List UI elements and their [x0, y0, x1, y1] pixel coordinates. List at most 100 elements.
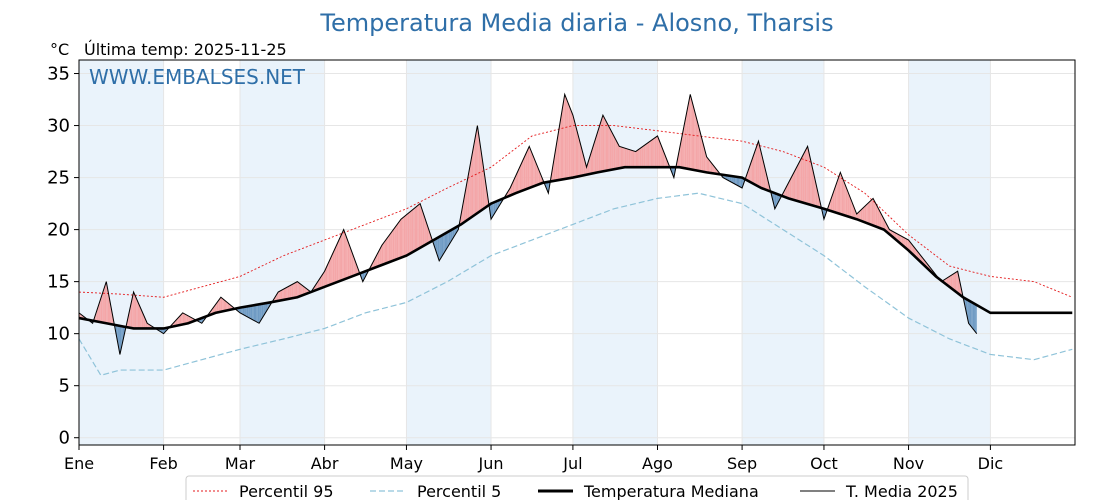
fill-above-median — [104, 281, 107, 324]
fill-above-median — [800, 156, 803, 203]
y-tick-label: 10 — [47, 324, 70, 345]
fill-above-median — [133, 292, 135, 329]
fill-above-median — [476, 125, 478, 214]
fill-above-median — [388, 234, 391, 263]
fill-above-median — [949, 275, 951, 288]
fill-above-median — [536, 163, 538, 186]
fill-above-median — [392, 228, 395, 261]
fill-above-median — [287, 286, 290, 300]
fill-above-median — [223, 299, 225, 312]
fill-above-median — [803, 151, 805, 204]
fill-below-median — [450, 229, 452, 243]
month-band-ene — [79, 60, 164, 445]
x-tick-label-oct: Oct — [810, 454, 838, 473]
fill-above-median — [858, 211, 860, 221]
fill-above-median — [188, 315, 190, 324]
fill-above-median — [534, 159, 537, 186]
fill-above-median — [630, 149, 632, 168]
fill-above-median — [469, 162, 471, 219]
fill-above-median — [406, 213, 408, 256]
x-tick-label-dic: Dic — [978, 454, 1004, 473]
fill-above-median — [802, 154, 804, 203]
fill-above-median — [387, 235, 389, 263]
fill-above-median — [519, 164, 522, 192]
fill-above-median — [409, 211, 411, 255]
fill-above-median — [420, 203, 422, 248]
watermark: WWW.EMBALSES.NET — [89, 65, 306, 89]
fill-above-median — [186, 315, 189, 324]
fill-below-median — [672, 167, 674, 178]
fill-above-median — [694, 109, 696, 171]
fill-below-median — [968, 300, 970, 325]
fill-above-median — [215, 302, 217, 313]
fill-above-median — [807, 146, 809, 205]
fill-above-median — [293, 283, 295, 299]
fill-above-median — [761, 152, 763, 189]
fill-above-median — [813, 170, 815, 206]
fill-below-median — [443, 233, 445, 255]
fill-above-median — [649, 140, 651, 168]
fill-above-median — [592, 145, 594, 174]
fill-above-median — [516, 170, 519, 193]
fill-below-median — [256, 304, 258, 323]
legend: Percentil 95 Percentil 5 Temperatura Med… — [185, 475, 969, 500]
fill-above-median — [179, 314, 182, 325]
fill-above-median — [405, 214, 407, 257]
fill-above-median — [577, 130, 579, 177]
fill-above-median — [295, 281, 298, 298]
fill-above-median — [615, 138, 617, 169]
fill-below-median — [773, 192, 775, 209]
fill-above-median — [810, 158, 812, 206]
fill-below-median — [260, 303, 262, 322]
fill-above-median — [654, 136, 657, 168]
fill-above-median — [710, 161, 713, 174]
fill-above-median — [613, 135, 616, 170]
fill-above-median — [568, 104, 571, 179]
fill-above-median — [841, 175, 844, 215]
fill-below-median — [739, 177, 741, 188]
fill-above-median — [650, 139, 653, 168]
fill-above-median — [381, 243, 384, 265]
fill-above-median — [582, 151, 584, 176]
fill-above-median — [612, 133, 614, 170]
fill-above-median — [99, 298, 101, 323]
fill-above-median — [762, 158, 764, 190]
fill-above-median — [868, 200, 871, 225]
fill-above-median — [297, 281, 299, 298]
fill-below-median — [162, 328, 164, 334]
fill-above-median — [522, 158, 524, 191]
legend-label-median: Temperatura Mediana — [583, 482, 759, 500]
fill-above-median — [336, 241, 339, 283]
fill-above-median — [581, 146, 583, 176]
fill-above-median — [619, 146, 621, 169]
fill-below-median — [969, 301, 972, 327]
fill-above-median — [656, 135, 658, 168]
fill-above-median — [808, 152, 811, 205]
fill-above-median — [712, 163, 714, 174]
legend-label-t2025: T. Media 2025 — [845, 482, 958, 500]
fill-above-median — [811, 164, 814, 206]
fill-above-median — [798, 161, 800, 202]
fill-above-median — [709, 160, 711, 173]
fill-above-median — [844, 182, 846, 216]
fill-above-median — [518, 167, 520, 193]
fill-above-median — [590, 149, 593, 174]
fill-above-median — [481, 153, 483, 211]
y-tick-label: 20 — [47, 220, 70, 241]
fill-above-median — [332, 250, 335, 284]
fill-above-median — [804, 148, 807, 204]
fill-above-median — [622, 147, 624, 168]
fill-below-median — [437, 236, 440, 261]
fill-above-median — [533, 156, 535, 187]
fill-above-median — [763, 163, 766, 190]
fill-above-median — [867, 202, 869, 224]
fill-above-median — [224, 300, 227, 311]
fill-below-median — [264, 303, 266, 315]
fill-above-median — [608, 125, 610, 171]
fill-above-median — [620, 146, 623, 168]
fill-above-median — [787, 182, 789, 199]
fill-above-median — [227, 302, 230, 311]
fill-above-median — [878, 208, 880, 229]
fill-above-median — [806, 146, 808, 204]
x-tick-label-mar: Mar — [225, 454, 256, 473]
